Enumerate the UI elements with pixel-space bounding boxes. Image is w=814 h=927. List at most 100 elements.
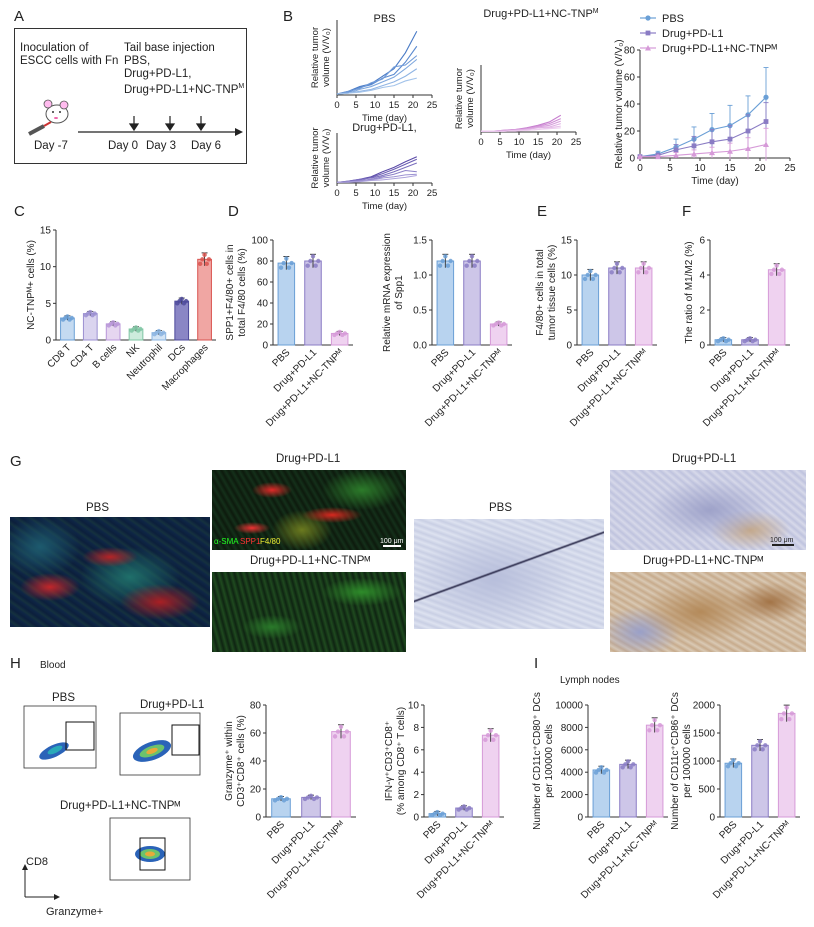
data-point	[289, 260, 294, 266]
bar	[724, 762, 743, 818]
y-axis-label: Relative tumor	[454, 68, 465, 129]
y-tick-label: 20	[624, 127, 636, 138]
data-point	[777, 271, 782, 277]
bar	[592, 769, 611, 818]
chart-d2: 0.00.51.01.5PBSDrug+PD-L1Drug+PD-L1+NC-T…	[382, 233, 512, 429]
x-tick-label: 25	[427, 100, 438, 111]
y-tick-label: 1500	[693, 729, 716, 740]
y-tick-label: 1.5	[413, 236, 427, 247]
y-axis-label: NC-TNPᴹ+ cells (%)	[26, 240, 37, 330]
y-tick-label: 20	[257, 320, 269, 331]
y-tick-label: 20	[250, 785, 262, 796]
data-point	[582, 276, 588, 282]
flow-nc-label: Drug+PD-L1+NC-TNPᴹ	[60, 800, 181, 812]
g-nc-label: Drug+PD-L1+NC-TNPᴹ	[250, 555, 371, 567]
blood-label: Blood	[40, 660, 66, 671]
x-tick-label: 20	[408, 188, 419, 199]
x-tick-label: 5	[667, 163, 673, 174]
data-point	[757, 739, 763, 744]
ihc-image-nc	[610, 572, 806, 652]
chart-h1: 020406080PBSDrug+PD-L1Drug+PD-L1+NC-TNPᴹ…	[224, 701, 356, 901]
data-point	[655, 153, 661, 160]
y-tick-label: 1.0	[413, 271, 427, 282]
y-tick-label: 0	[262, 341, 268, 352]
chart-b-drug: 0 5 10 15 20 25 Time (day) Drug+PD-L1, Relative …	[310, 122, 437, 212]
data-point	[620, 765, 625, 770]
data-point	[763, 141, 769, 147]
g-drug-label: Drug+PD-L1	[276, 453, 341, 465]
bar	[82, 313, 98, 341]
inoculation-text-2: ESCC cells with Fn	[20, 55, 119, 67]
y-tick-label: 4	[699, 271, 705, 282]
y-axis-label: of Spp1	[394, 275, 405, 310]
data-point	[467, 805, 472, 811]
bar	[634, 267, 653, 346]
bar	[581, 274, 600, 346]
data-point	[133, 325, 139, 330]
data-point	[278, 265, 284, 270]
panel-label-d: D	[228, 203, 239, 220]
data-point	[88, 309, 93, 315]
y-tick-label: 5	[45, 299, 51, 310]
data-point	[728, 761, 733, 766]
data-point	[156, 328, 162, 334]
y-tick-label: 40	[257, 299, 269, 310]
y-tick-label: 6	[699, 236, 705, 247]
y-axis-label: Number of CD11c⁺CD80⁺ DCs	[532, 692, 543, 830]
data-point	[745, 128, 751, 134]
y-tick-label: 0	[709, 813, 715, 824]
data-point	[445, 263, 451, 268]
data-point	[753, 337, 758, 342]
y-tick-label: 500	[698, 785, 715, 796]
injection-item-2: Drug+PD-L1,	[124, 68, 192, 80]
y-tick-label: 5	[566, 306, 572, 317]
data-point	[771, 267, 777, 272]
data-point	[440, 811, 445, 816]
y-tick-label: 4	[413, 768, 419, 779]
y-tick-label: 15	[40, 226, 52, 237]
data-point	[110, 320, 116, 325]
data-point	[747, 336, 753, 341]
data-point	[278, 795, 284, 800]
chart-d1: 020406080100PBSDrug+PD-L1Drug+PD-L1+NC-T…	[225, 236, 353, 429]
if-scale-bar	[383, 545, 401, 547]
x-axis-label: Time (day)	[691, 176, 738, 187]
data-point	[646, 265, 652, 271]
y-tick-label: 6000	[561, 745, 584, 756]
y-tick-label: 80	[624, 46, 636, 57]
chart-h2: 0246810PBSDrug+PD-L1Drug+PD-L1+NC-TNPᴹIF…	[384, 701, 504, 901]
data-point	[763, 119, 769, 124]
x-tick-label: 10	[370, 100, 381, 111]
data-point	[313, 263, 318, 268]
x-tick-label: 10	[370, 188, 381, 199]
data-point	[65, 314, 70, 319]
x-tick-label: 15	[389, 188, 400, 199]
data-point	[496, 320, 501, 325]
ihc-image-drug	[610, 470, 806, 550]
data-point	[614, 261, 620, 266]
ihc-scale-label: 100 μm	[770, 537, 794, 544]
y-tick-label: 0	[577, 813, 583, 824]
bar	[481, 734, 500, 818]
series-line	[481, 127, 561, 132]
data-point	[588, 268, 593, 274]
panel-label-c: C	[14, 203, 25, 220]
injection-item-1: PBS,	[124, 55, 151, 67]
y-axis-label: total F4/80 cells (%)	[237, 248, 248, 336]
data-point	[485, 733, 491, 738]
syringe-icon	[28, 121, 52, 136]
data-point	[631, 762, 636, 767]
y-axis-label: SPP1+F4/80+ cells in	[225, 244, 236, 340]
y-tick-label: 10	[408, 701, 420, 712]
data-point	[308, 258, 313, 264]
cd8-axis-label: CD8	[26, 856, 49, 868]
y-axis-label: per 100000 cells	[544, 724, 555, 797]
y-tick-label: 2	[413, 790, 419, 801]
x-tick-label: 25	[784, 163, 796, 174]
bar	[608, 267, 626, 346]
category-label: PBS	[265, 819, 287, 841]
x-tick-label: 15	[533, 137, 544, 148]
day-3: Day 3	[146, 140, 177, 152]
data-point	[281, 260, 286, 266]
